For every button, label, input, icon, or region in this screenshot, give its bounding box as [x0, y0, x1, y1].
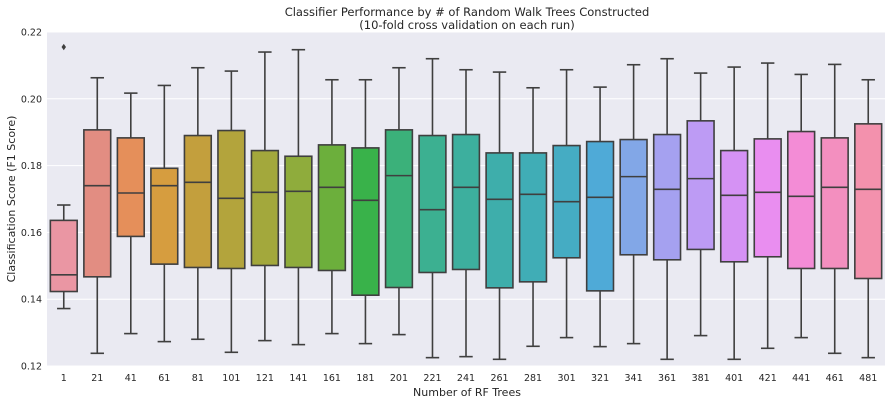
chart-title: Classifier Performance by # of Random Wa… [285, 5, 650, 19]
box-401 [719, 66, 749, 361]
x-axis-label: Number of RF Trees [413, 386, 521, 399]
y-axis-label: Classification Score (F1 Score) [5, 116, 18, 283]
y-tick-labels: 0.12 0.14 0.16 0.18 0.20 0.22 [21, 28, 42, 373]
box-41 [116, 92, 146, 335]
x-tick-label: 41 [125, 373, 137, 384]
iqr-box [150, 167, 179, 265]
x-tick-label: 1 [61, 373, 67, 384]
box-421 [753, 62, 782, 350]
box-61 [150, 84, 179, 343]
box-161 [317, 78, 347, 335]
y-tick-label: 0.22 [21, 28, 42, 39]
x-tick-label: 321 [591, 373, 609, 384]
box-241 [451, 68, 481, 358]
iqr-box [518, 152, 548, 283]
box-1 [49, 43, 78, 310]
box-141 [284, 48, 313, 346]
iqr-box [384, 129, 414, 289]
x-tick-label: 421 [759, 373, 777, 384]
iqr-box [217, 129, 246, 270]
boxes-layer [49, 43, 883, 361]
box-21 [83, 76, 112, 355]
x-tick-label: 401 [725, 373, 743, 384]
iqr-box [49, 219, 78, 293]
x-tick-label: 301 [557, 373, 575, 384]
iqr-box [351, 147, 380, 296]
box-441 [786, 73, 816, 339]
x-tick-label: 261 [490, 373, 508, 384]
iqr-box [686, 120, 715, 251]
y-tick-label: 0.16 [21, 228, 42, 239]
iqr-box [753, 138, 782, 258]
iqr-box [116, 137, 146, 238]
box-81 [183, 66, 213, 341]
chart-subtitle: (10-fold cross validation on each run) [359, 18, 574, 32]
x-tick-label: 241 [457, 373, 475, 384]
iqr-box [820, 137, 849, 270]
box-461 [820, 63, 849, 355]
box-361 [652, 57, 682, 361]
iqr-box [652, 133, 682, 261]
iqr-box [183, 134, 213, 269]
iqr-box [485, 152, 514, 289]
box-181 [351, 78, 380, 345]
y-tick-label: 0.18 [21, 161, 42, 172]
iqr-box [786, 130, 816, 270]
x-tick-label: 101 [222, 373, 240, 384]
x-tick-label: 81 [192, 373, 204, 384]
box-341 [619, 63, 648, 345]
x-tick-label: 461 [826, 373, 844, 384]
outlier-point [61, 43, 66, 51]
box-101 [217, 70, 246, 354]
x-tick-label: 441 [792, 373, 810, 384]
x-tick-label: 121 [256, 373, 274, 384]
iqr-box [83, 129, 112, 278]
box-201 [384, 66, 414, 336]
y-tick-label: 0.20 [21, 94, 42, 105]
iqr-box [719, 149, 749, 263]
box-301 [552, 68, 581, 339]
x-tick-label: 141 [289, 373, 307, 384]
iqr-box [284, 155, 313, 269]
iqr-box [451, 133, 481, 271]
box-221 [418, 57, 447, 359]
x-tick-label: 341 [625, 373, 643, 384]
box-121 [250, 51, 280, 342]
x-tick-label: 21 [91, 373, 103, 384]
x-tick-label: 281 [524, 373, 542, 384]
iqr-box [585, 140, 615, 292]
box-381 [686, 72, 715, 337]
x-tick-label: 361 [658, 373, 676, 384]
x-tick-label: 161 [323, 373, 341, 384]
x-tick-label: 201 [390, 373, 408, 384]
box-321 [585, 86, 615, 348]
iqr-box [619, 138, 648, 256]
box-261 [485, 71, 514, 361]
box-481 [854, 78, 883, 359]
box-281 [518, 86, 548, 348]
x-tick-labels: 1 21 41 61 81 101 121 141 161 181 201 221 241 261 281 3… [61, 373, 878, 384]
iqr-box [317, 144, 347, 272]
x-tick-label: 481 [859, 373, 877, 384]
x-tick-label: 221 [423, 373, 441, 384]
x-tick-label: 181 [356, 373, 374, 384]
iqr-box [418, 134, 447, 274]
x-tick-label: 61 [158, 373, 170, 384]
y-tick-label: 0.12 [21, 362, 42, 373]
y-tick-label: 0.14 [21, 295, 42, 306]
iqr-box [854, 123, 883, 280]
x-tick-label: 381 [692, 373, 710, 384]
iqr-box [250, 149, 280, 267]
